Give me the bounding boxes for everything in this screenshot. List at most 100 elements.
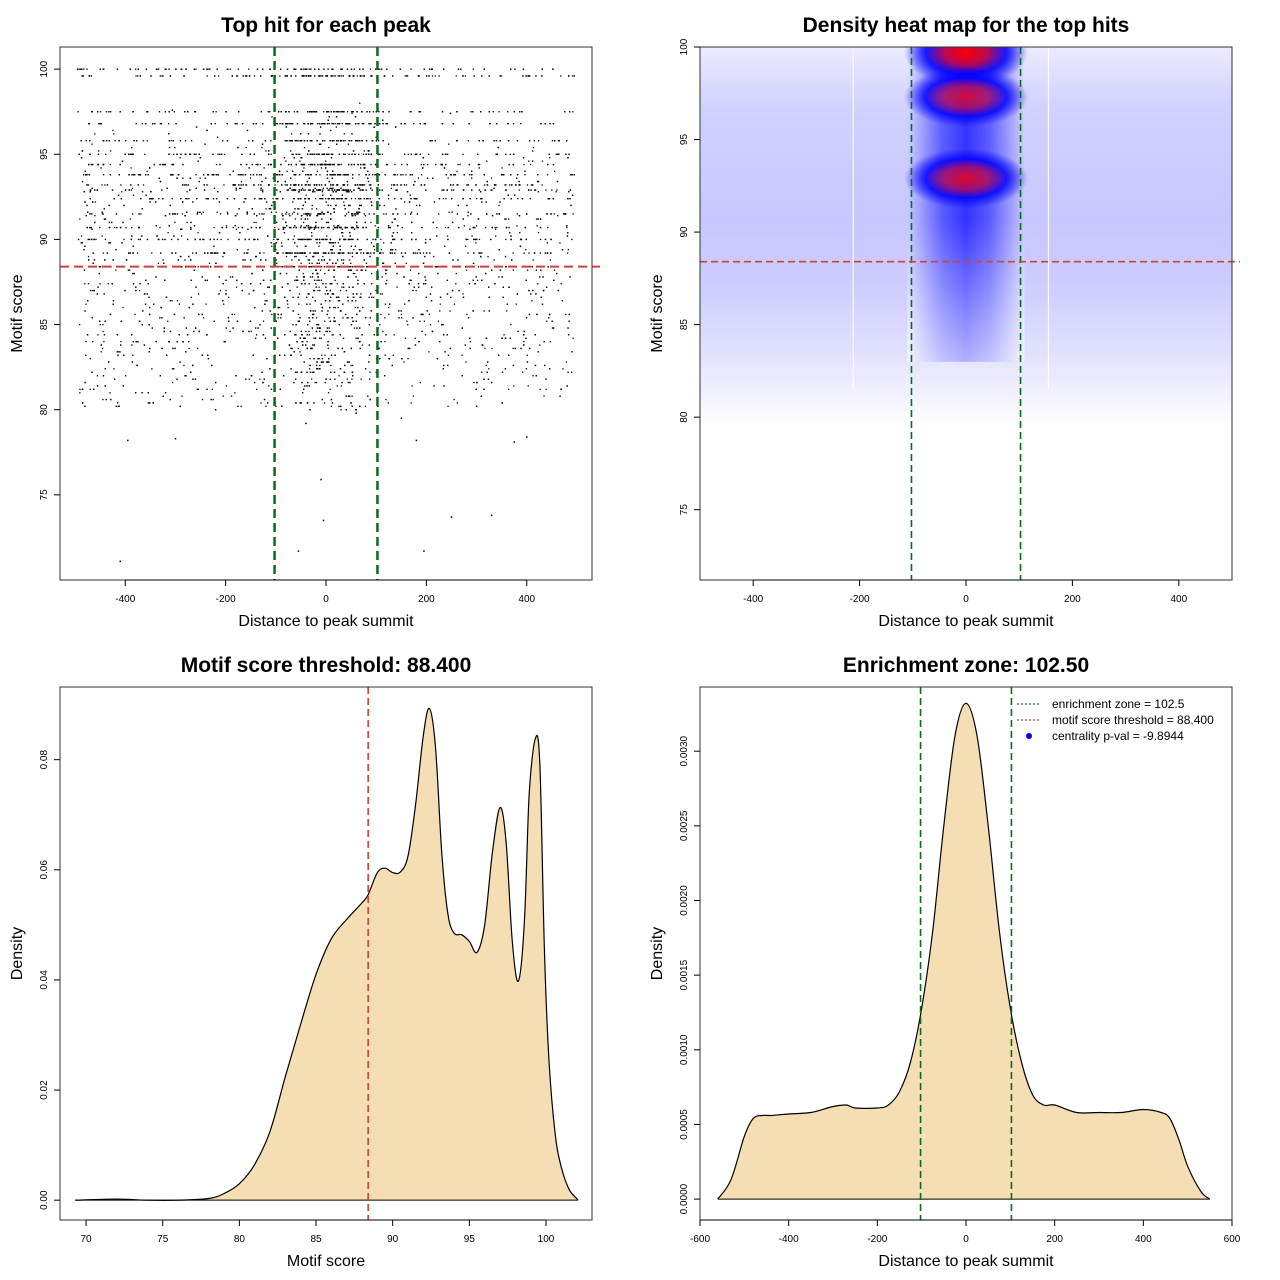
scatter-point <box>433 385 435 387</box>
scatter-point <box>274 226 276 229</box>
scatter-point <box>138 213 140 215</box>
scatter-point <box>293 211 295 213</box>
scatter-point <box>464 75 466 77</box>
scatter-point <box>132 272 134 275</box>
scatter-point <box>514 194 516 196</box>
scatter-point <box>517 198 519 200</box>
scatter-point <box>343 259 345 261</box>
scatter-point <box>131 226 133 229</box>
scatter-point <box>345 198 348 200</box>
scatter-point <box>473 238 475 241</box>
scatter-point <box>160 123 163 125</box>
scatter-point <box>155 341 157 343</box>
scatter-point <box>131 187 134 189</box>
scatter-point <box>338 300 341 302</box>
scatter-point <box>320 189 322 191</box>
scatter-point <box>316 252 318 254</box>
scatter-point <box>303 213 305 215</box>
scatter-point <box>290 226 292 229</box>
scatter-point <box>103 293 105 295</box>
scatter-point <box>493 259 495 261</box>
scatter-point <box>523 341 525 343</box>
scatter-point <box>446 235 449 237</box>
scatter-point <box>333 269 336 271</box>
scatter-point <box>137 238 140 241</box>
scatter-point <box>563 213 565 215</box>
scatter-point <box>309 358 311 360</box>
scatter-point <box>367 198 369 200</box>
scatter-point <box>181 266 183 268</box>
scatter-point <box>262 68 264 70</box>
scatter-point <box>498 276 500 278</box>
scatter-point <box>297 238 299 241</box>
scatter-point <box>573 174 575 176</box>
scatter-point <box>393 238 395 241</box>
scatter-point <box>114 140 116 142</box>
scatter-point <box>494 226 496 229</box>
scatter-point <box>150 75 152 77</box>
scatter-point <box>219 163 221 166</box>
scatter-point <box>357 279 359 281</box>
scatter-point <box>315 317 318 319</box>
scatter-point <box>373 296 375 298</box>
scatter-point <box>206 388 208 390</box>
scatter-point <box>268 385 270 387</box>
scatter-point <box>567 371 569 373</box>
scatter-point <box>342 283 344 285</box>
scatter-point <box>235 228 238 230</box>
scatter-point <box>248 330 250 333</box>
scatter-point <box>540 123 542 125</box>
scatter-point <box>537 191 540 193</box>
scatter-point <box>551 189 553 191</box>
scatter-point <box>332 334 334 336</box>
scatter-point <box>311 378 313 380</box>
scatter-point <box>466 313 468 316</box>
scatter-point <box>270 388 273 390</box>
scatter-point <box>207 358 210 360</box>
scatter-point <box>565 313 567 316</box>
scatter-point <box>239 232 241 234</box>
scatter-point <box>438 198 441 200</box>
scatter-point <box>537 351 539 353</box>
scatter-point <box>356 252 358 254</box>
scatter-point <box>351 378 353 380</box>
scatter-point <box>90 226 92 229</box>
scatter-point <box>331 68 333 70</box>
scatter-point <box>341 232 343 234</box>
scatter-point <box>106 252 108 254</box>
scatter-point <box>252 174 255 176</box>
scatter-point <box>548 317 550 319</box>
scatter-point <box>328 189 330 191</box>
scatter-point <box>351 300 353 302</box>
scatter-point <box>175 123 177 125</box>
scatter-point <box>260 402 262 404</box>
scatter-point <box>384 341 386 343</box>
scatter-point <box>468 283 471 285</box>
scatter-point <box>425 296 427 298</box>
scatter-point <box>97 334 99 336</box>
scatter-point <box>453 303 456 305</box>
scatter-point <box>572 111 574 113</box>
scatter-point <box>351 255 354 258</box>
scatter-point <box>510 68 512 70</box>
scatter-point <box>248 68 250 70</box>
scatter-point <box>270 140 272 142</box>
scatter-point <box>512 123 515 125</box>
scatter-point <box>141 235 143 237</box>
scatter-point <box>322 283 324 285</box>
scatter-point <box>402 174 404 176</box>
scatter-point <box>319 364 321 367</box>
scatter-point <box>344 364 346 367</box>
scatter-point <box>299 337 301 339</box>
scatter-point <box>171 300 173 302</box>
scatter-point <box>549 123 551 125</box>
scatter-point <box>125 140 127 142</box>
scatter-point <box>541 303 544 305</box>
scatter-point <box>115 269 117 271</box>
scatter-point <box>88 123 91 125</box>
scatter-point <box>302 163 305 166</box>
scatter-point <box>295 75 297 77</box>
scatter-point <box>466 204 468 207</box>
scatter-point <box>155 276 157 278</box>
scatter-point <box>367 395 369 397</box>
